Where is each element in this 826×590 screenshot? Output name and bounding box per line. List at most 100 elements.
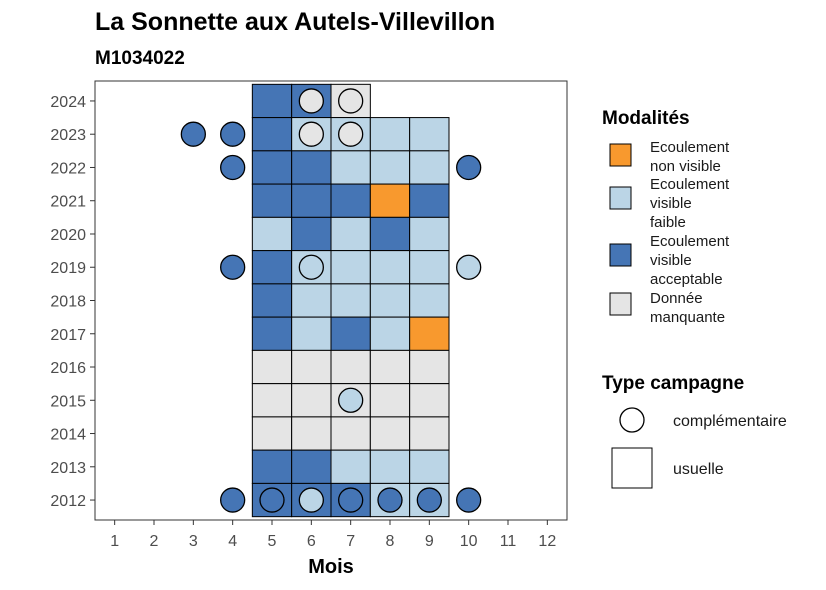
legend-label-NA: manquante xyxy=(650,309,725,326)
y-tick-label: 2013 xyxy=(50,460,86,477)
tile-2016-5 xyxy=(251,349,293,385)
legend-label-NA: Donnée xyxy=(650,290,703,307)
tile-2020-5 xyxy=(251,216,293,252)
legend-label-VA: visible xyxy=(650,252,692,269)
tile-2020-7 xyxy=(330,216,371,252)
tile-2023-5 xyxy=(251,117,293,152)
legend-key-NA xyxy=(609,292,632,316)
tile-2016-8 xyxy=(369,349,411,385)
point-2012-4 xyxy=(220,487,246,513)
x-tick-label: 7 xyxy=(346,533,355,550)
tile-2017-6 xyxy=(291,316,332,351)
tile-2016-7 xyxy=(330,349,371,385)
tile-2017-9 xyxy=(409,316,450,351)
chart-title: La Sonnette aux Autels-Villevillon xyxy=(95,8,495,36)
legend-label-VA: Ecoulement xyxy=(650,233,730,250)
y-tick-label: 2022 xyxy=(50,160,86,177)
point-2019-6 xyxy=(298,254,324,280)
point-2012-8 xyxy=(377,487,403,513)
point-2012-10 xyxy=(456,487,482,513)
y-tick-label: 2024 xyxy=(50,94,86,111)
tile-2019-9 xyxy=(409,250,450,285)
point-2023-4 xyxy=(220,121,246,147)
tile-2013-9 xyxy=(409,449,450,484)
tile-2014-7 xyxy=(330,416,371,451)
point-2024-7 xyxy=(338,88,364,114)
point-2019-10 xyxy=(456,254,482,280)
tile-2015-8 xyxy=(369,383,411,418)
point-2012-7 xyxy=(338,487,364,513)
tile-2021-8 xyxy=(369,183,411,218)
tile-2020-9 xyxy=(409,216,450,252)
y-tick-label: 2019 xyxy=(50,260,86,277)
tile-2014-8 xyxy=(369,416,411,451)
point-2019-4 xyxy=(220,254,246,280)
tile-2016-6 xyxy=(291,349,332,385)
tile-2021-7 xyxy=(330,183,371,218)
chart-subtitle: M1034022 xyxy=(95,48,185,69)
legend-key-circle xyxy=(619,407,645,433)
y-tick-label: 2018 xyxy=(50,294,86,311)
y-tick-label: 2014 xyxy=(50,427,86,444)
x-tick-label: 2 xyxy=(150,533,159,550)
tile-2019-8 xyxy=(369,250,411,285)
tile-2022-5 xyxy=(251,150,293,185)
x-tick-label: 11 xyxy=(500,533,517,550)
legend-key-VF xyxy=(609,186,632,210)
tile-2017-8 xyxy=(369,316,411,351)
legend-label-complementaire: complémentaire xyxy=(673,413,787,430)
legend-label-usuelle: usuelle xyxy=(673,461,724,478)
y-tick-label: 2012 xyxy=(50,493,86,510)
tile-2019-7 xyxy=(330,250,371,285)
legend-key-VA xyxy=(609,243,632,267)
tile-2022-6 xyxy=(291,150,332,185)
legend-label-NV: Ecoulement xyxy=(650,139,730,156)
x-tick-label: 4 xyxy=(228,533,237,550)
legend-key-square xyxy=(611,447,653,489)
point-2012-6 xyxy=(298,487,324,513)
y-tick-label: 2017 xyxy=(50,327,86,344)
tile-2021-5 xyxy=(251,183,293,218)
legend-key-NV xyxy=(609,143,632,167)
y-tick-label: 2016 xyxy=(50,360,86,377)
tile-2020-8 xyxy=(369,216,411,252)
plot-area: 1 2 3 4 5 6 7 8 9 10 11 122012201320142015201620172… xyxy=(50,80,568,550)
x-tick-label: 5 xyxy=(268,533,277,550)
tile-2015-6 xyxy=(291,383,332,418)
legend-modalites-title: Modalités xyxy=(602,108,690,129)
tile-2021-6 xyxy=(291,183,332,218)
y-tick-label: 2023 xyxy=(50,127,86,144)
tile-2018-5 xyxy=(251,283,293,318)
legend-campagne-title: Type campagne xyxy=(602,373,744,394)
legend-label-NV: non visible xyxy=(650,158,721,175)
point-2023-3 xyxy=(180,121,206,147)
tile-2015-9 xyxy=(409,383,450,418)
tile-2014-9 xyxy=(409,416,450,451)
tile-2021-9 xyxy=(409,183,450,218)
point-2012-9 xyxy=(416,487,442,513)
tile-2022-7 xyxy=(330,150,371,185)
legend-label-VA: acceptable xyxy=(650,271,723,288)
legend-label-VF: visible xyxy=(650,195,692,212)
tile-2013-7 xyxy=(330,449,371,484)
tile-2023-8 xyxy=(369,117,411,152)
legend-label-VF: Ecoulement xyxy=(650,176,730,193)
tile-2015-5 xyxy=(251,383,293,418)
point-2022-10 xyxy=(456,154,482,181)
y-tick-label: 2020 xyxy=(50,227,86,244)
tile-2018-7 xyxy=(330,283,371,318)
tile-2017-7 xyxy=(330,316,371,351)
legend-label-VF: faible xyxy=(650,214,686,231)
tile-2013-5 xyxy=(251,449,293,484)
tile-2013-6 xyxy=(291,449,332,484)
tile-2018-8 xyxy=(369,283,411,318)
tile-2023-9 xyxy=(409,117,450,152)
x-tick-label: 10 xyxy=(460,533,478,550)
x-tick-label: 6 xyxy=(307,533,316,550)
tile-2018-9 xyxy=(409,283,450,318)
tile-2022-8 xyxy=(369,150,411,185)
tile-2013-8 xyxy=(369,449,411,484)
tile-2019-5 xyxy=(251,250,293,285)
